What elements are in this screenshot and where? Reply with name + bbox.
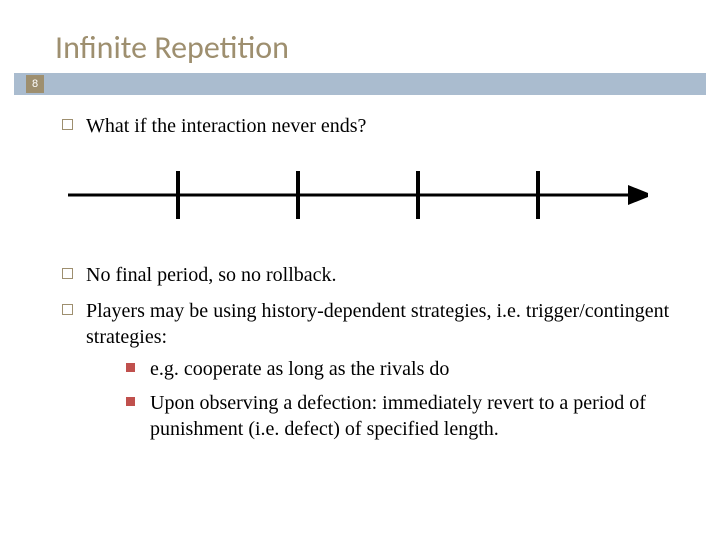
timeline-diagram bbox=[58, 155, 672, 240]
accent-bar: 8 bbox=[14, 73, 706, 95]
sub-bullet-item: Upon observing a defection: immediately … bbox=[126, 390, 672, 442]
slide-title: Infinite Repetition bbox=[0, 0, 720, 73]
page-number-badge: 8 bbox=[26, 75, 44, 93]
timeline-svg bbox=[58, 155, 648, 235]
bullet-text: Players may be using history-dependent s… bbox=[86, 300, 669, 348]
sub-bullet-list: e.g. cooperate as long as the rivals do … bbox=[86, 356, 672, 442]
slide-content: What if the interaction never ends? No f… bbox=[0, 95, 720, 442]
sub-bullet-item: e.g. cooperate as long as the rivals do bbox=[126, 356, 672, 382]
bullet-item: Players may be using history-dependent s… bbox=[62, 298, 672, 442]
bullet-item: What if the interaction never ends? bbox=[62, 113, 672, 139]
bullet-list: What if the interaction never ends? bbox=[48, 113, 672, 139]
bullet-list: No final period, so no rollback. Players… bbox=[48, 262, 672, 442]
bullet-item: No final period, so no rollback. bbox=[62, 262, 672, 288]
